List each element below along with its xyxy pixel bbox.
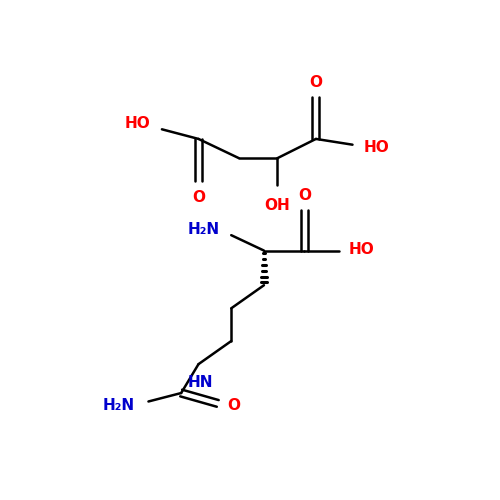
Text: OH: OH (264, 198, 290, 213)
Text: HO: HO (124, 116, 150, 131)
Text: HN: HN (188, 375, 213, 390)
Text: H₂N: H₂N (103, 398, 135, 413)
Text: O: O (298, 188, 311, 203)
Text: O: O (310, 74, 322, 90)
Text: O: O (192, 190, 205, 204)
Text: HO: HO (364, 140, 390, 156)
Text: O: O (228, 398, 240, 413)
Text: HO: HO (348, 242, 374, 258)
Text: H₂N: H₂N (188, 222, 220, 237)
